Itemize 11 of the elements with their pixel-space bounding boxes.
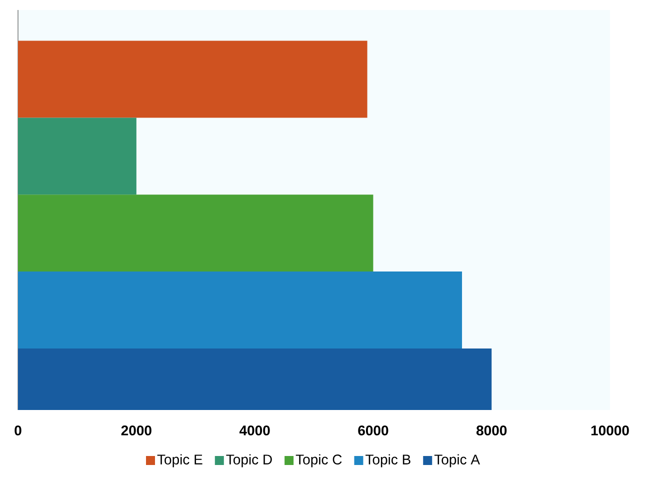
x-tick-label: 2000	[121, 426, 152, 436]
legend-label: Topic C	[296, 454, 342, 468]
legend-label: Topic B	[366, 454, 410, 468]
x-tick-label: 0	[14, 426, 22, 436]
x-tick-label: 6000	[358, 426, 388, 436]
legend-label: Topic D	[226, 454, 272, 468]
x-tick-label: 8000	[476, 426, 507, 436]
x-tick-label: 10000	[591, 426, 629, 436]
legend-label: Topic A	[434, 454, 480, 468]
legend-label: Topic E	[157, 454, 202, 468]
x-tick-label: 4000	[239, 426, 270, 436]
